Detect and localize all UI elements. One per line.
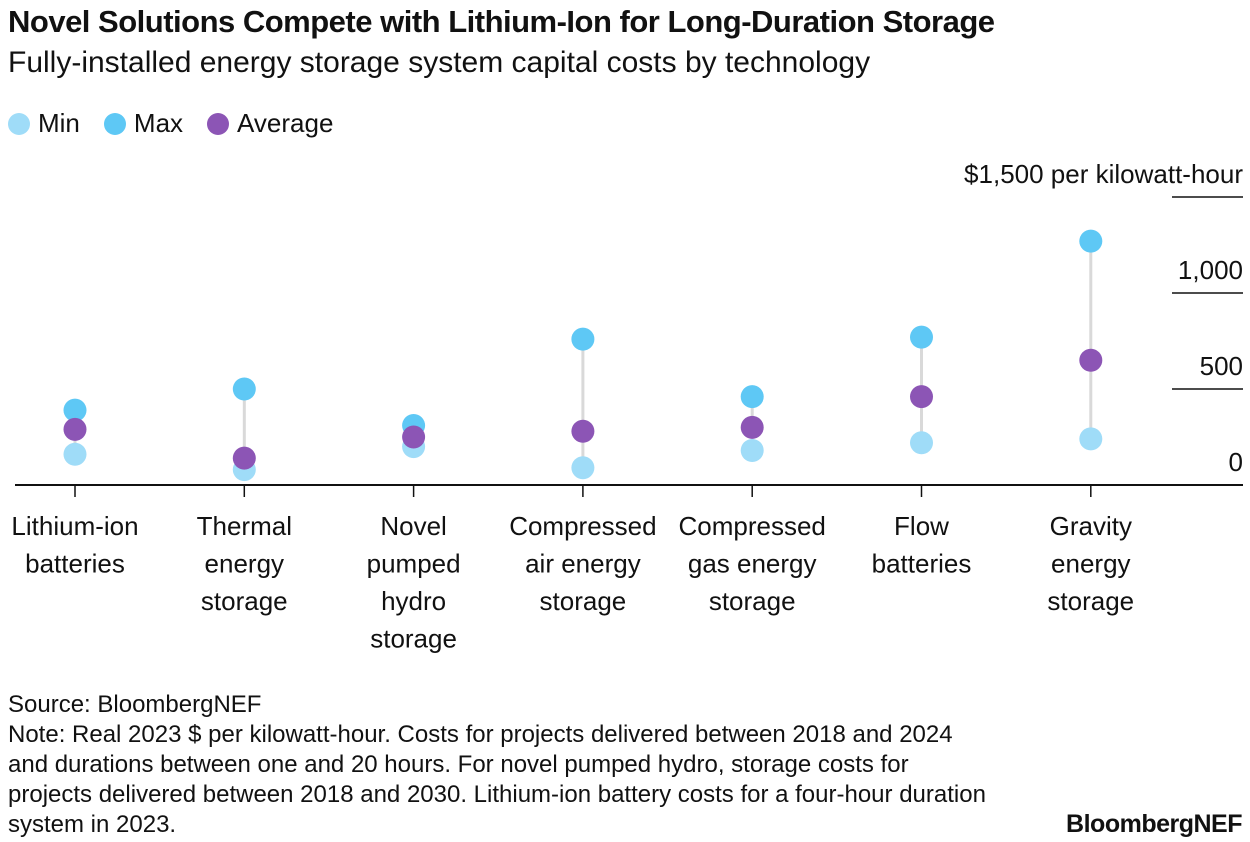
footer: Source: BloombergNEF Note: Real 2023 $ p… <box>8 690 998 840</box>
min-point <box>63 442 87 466</box>
y-tick-label: 500 <box>1200 351 1243 381</box>
chart-plot: 0 500 1,000 $1,500 per kilowatt-hour Lithium… <box>11 159 1243 654</box>
max-point <box>740 385 764 409</box>
source-text: Source: BloombergNEF <box>8 691 262 718</box>
max-point <box>910 325 933 349</box>
category-label: Flow <box>894 511 949 541</box>
category-label: storage <box>370 624 457 654</box>
legend-label-average: Average <box>237 108 334 138</box>
average-point <box>232 446 256 470</box>
category-label: storage <box>540 586 627 616</box>
max-point <box>232 377 256 401</box>
average-point <box>1079 348 1103 372</box>
min-point <box>740 438 764 462</box>
average-point <box>740 415 764 439</box>
category-label: storage <box>1047 586 1134 616</box>
legend-item-average: Average <box>207 108 333 139</box>
category-label: batteries <box>25 549 125 579</box>
category-label: Compressed <box>509 511 656 541</box>
legend: Min Max Average <box>8 108 357 139</box>
category-label: Thermal <box>197 511 292 541</box>
category-label: Lithium-ion <box>11 511 138 541</box>
category-label: energy <box>205 549 285 579</box>
category-label: Novel <box>380 511 446 541</box>
chart-title: Novel Solutions Compete with Lithium-Ion… <box>8 4 995 39</box>
category-label: gas energy <box>688 549 817 579</box>
category-label: energy <box>1051 549 1131 579</box>
average-point <box>63 417 87 441</box>
max-point <box>1079 229 1103 253</box>
note-text: Note: Real 2023 $ per kilowatt-hour. Cos… <box>8 721 986 838</box>
chart-subtitle: Fully-installed energy storage system ca… <box>8 46 871 79</box>
min-point <box>1079 427 1103 451</box>
category-label: Compressed <box>678 511 825 541</box>
legend-swatch-max <box>103 112 126 135</box>
legend-label-min: Min <box>38 108 80 138</box>
average-point <box>402 425 426 449</box>
y-tick-label: 1,000 <box>1178 255 1243 285</box>
legend-swatch-min <box>8 112 30 135</box>
max-point <box>571 327 595 351</box>
legend-item-min: Min <box>8 108 80 139</box>
legend-swatch-average <box>207 112 230 135</box>
y-tick-label: 0 <box>1229 447 1243 477</box>
min-point <box>571 456 595 480</box>
legend-item-max: Max <box>103 108 184 139</box>
category-label: hydro <box>381 586 446 616</box>
category-label: storage <box>709 586 796 616</box>
category-label: storage <box>201 586 288 616</box>
min-point <box>910 431 933 455</box>
legend-label-max: Max <box>133 108 184 138</box>
category-label: batteries <box>872 549 972 579</box>
max-point <box>63 398 87 422</box>
category-label: Gravity <box>1050 511 1132 541</box>
brand-logo: BloombergNEF <box>1066 810 1242 838</box>
average-point <box>910 385 933 409</box>
y-tick-label: $1,500 per kilowatt-hour <box>964 159 1243 189</box>
category-label: pumped <box>367 549 461 579</box>
average-point <box>571 419 595 443</box>
category-label: air energy <box>525 549 641 579</box>
